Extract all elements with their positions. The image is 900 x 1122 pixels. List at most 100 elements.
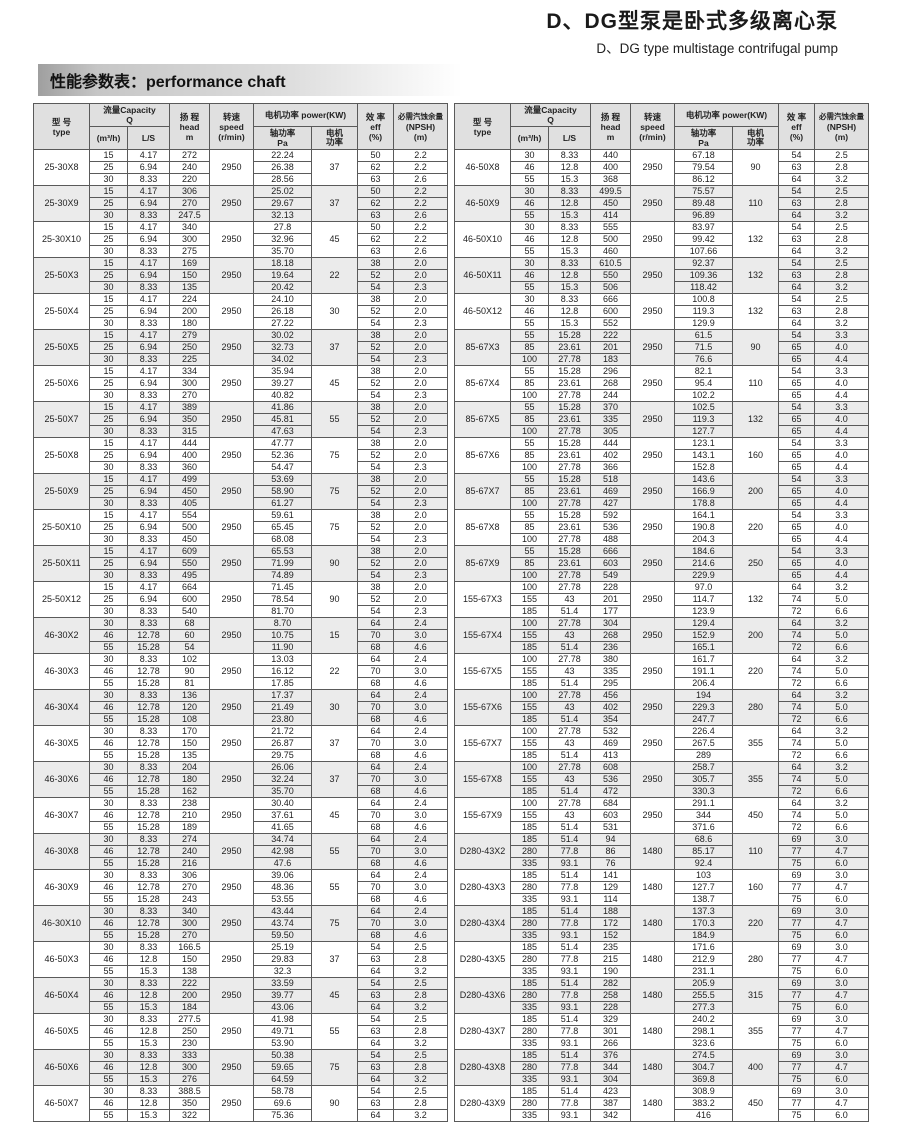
head-cell: 684: [590, 797, 631, 810]
col-header-shaft-power: 轴功率 Pa: [253, 126, 312, 150]
pump-data-row: 30 8.33 405 61.27 54 2.3: [34, 497, 448, 510]
flow-ls-cell: 8.33: [127, 173, 170, 186]
col-header-m3h: (m³/h): [89, 126, 128, 150]
shaft-power-cell: 114.7: [674, 593, 733, 606]
shaft-power-cell: 68.6: [674, 833, 733, 846]
head-cell: 518: [590, 473, 631, 486]
eff-cell: 75: [778, 965, 815, 978]
shaft-power-cell: 164.1: [674, 509, 733, 522]
shaft-power-cell: 214.6: [674, 557, 733, 570]
pump-data-row: 100 27.78 305 127.7 65 4.4: [455, 425, 869, 438]
col-header-speed-unit: (r/min): [218, 131, 245, 142]
flow-m3h-cell: 185: [510, 977, 549, 990]
flow-m3h-cell: 25: [89, 449, 128, 462]
head-cell: 499.5: [590, 185, 631, 198]
pump-data-row: 25 6.94 250 32.73 52 2.0: [34, 341, 448, 354]
shaft-power-cell: 61.5: [674, 329, 733, 342]
flow-m3h-cell: 30: [89, 389, 128, 402]
npsh-cell: 6.0: [814, 1037, 869, 1050]
motor-power-cell: 160: [732, 437, 779, 474]
flow-ls-cell: 8.33: [127, 905, 170, 918]
flow-m3h-cell: 55: [510, 329, 549, 342]
pump-data-row: 46-30X2 30 8.33 68 2950 8.70 15 64 2.4: [33, 617, 448, 654]
pump-data-row: 25 6.94 300 32.96 62 2.2: [34, 233, 448, 246]
flow-m3h-cell: 100: [510, 653, 549, 666]
npsh-cell: 5.0: [814, 809, 869, 822]
flow-ls-cell: 23.61: [548, 521, 591, 534]
flow-ls-cell: 4.17: [127, 185, 170, 198]
model-type-cell: 85-67X6: [454, 437, 511, 474]
npsh-cell: 6.6: [814, 749, 869, 762]
head-cell: 592: [590, 509, 631, 522]
pump-data-row: 55 15.28 270 59.50 68 4.6: [34, 929, 448, 942]
eff-cell: 38: [357, 509, 394, 522]
flow-ls-cell: 93.1: [548, 965, 591, 978]
col-header-npsh-en: (NPSH): [405, 121, 436, 132]
flow-ls-cell: 77.8: [548, 917, 591, 930]
flow-ls-cell: 51.4: [548, 677, 591, 690]
shaft-power-cell: 22.24: [253, 149, 312, 162]
head-cell: 531: [590, 821, 631, 834]
eff-cell: 75: [778, 857, 815, 870]
npsh-cell: 2.8: [393, 953, 448, 966]
shaft-power-cell: 53.69: [253, 473, 312, 486]
flow-m3h-cell: 30: [510, 185, 549, 198]
flow-ls-cell: 15.3: [548, 245, 591, 258]
flow-m3h-cell: 280: [510, 989, 549, 1002]
npsh-cell: 2.2: [393, 197, 448, 210]
model-type-cell: D280-43X6: [454, 977, 511, 1014]
head-cell: 180: [169, 773, 210, 786]
npsh-cell: 4.0: [814, 485, 869, 498]
flow-m3h-cell: 25: [89, 485, 128, 498]
model-type-cell: 85-67X7: [454, 473, 511, 510]
flow-m3h-cell: 155: [510, 593, 549, 606]
eff-cell: 69: [778, 1013, 815, 1026]
head-cell: 141: [590, 869, 631, 882]
head-cell: 152: [590, 929, 631, 942]
motor-power-cell: 450: [732, 1085, 779, 1122]
head-cell: 150: [169, 737, 210, 750]
head-cell: 368: [590, 173, 631, 186]
shaft-power-cell: 330.3: [674, 785, 733, 798]
shaft-power-cell: 137.3: [674, 905, 733, 918]
npsh-cell: 4.7: [814, 881, 869, 894]
flow-m3h-cell: 25: [89, 377, 128, 390]
flow-m3h-cell: 55: [510, 209, 549, 222]
eff-cell: 75: [778, 893, 815, 906]
model-type-cell: 25-50X9: [33, 473, 90, 510]
npsh-cell: 2.0: [393, 269, 448, 282]
head-cell: 603: [590, 557, 631, 570]
eff-cell: 63: [357, 953, 394, 966]
npsh-cell: 4.7: [814, 917, 869, 930]
flow-m3h-cell: 100: [510, 497, 549, 510]
flow-ls-cell: 51.4: [548, 749, 591, 762]
flow-m3h-cell: 185: [510, 941, 549, 954]
eff-cell: 64: [778, 617, 815, 630]
shaft-power-cell: 20.42: [253, 281, 312, 294]
head-cell: 172: [590, 917, 631, 930]
flow-ls-cell: 93.1: [548, 893, 591, 906]
head-cell: 277.5: [169, 1013, 210, 1026]
shaft-power-cell: 47.77: [253, 437, 312, 450]
npsh-cell: 2.0: [393, 401, 448, 414]
npsh-cell: 3.0: [393, 881, 448, 894]
head-cell: 270: [169, 389, 210, 402]
shaft-power-cell: 47.63: [253, 425, 312, 438]
eff-cell: 72: [778, 677, 815, 690]
eff-cell: 52: [357, 557, 394, 570]
flow-ls-cell: 51.4: [548, 1085, 591, 1098]
head-cell: 108: [169, 713, 210, 726]
flow-m3h-cell: 100: [510, 389, 549, 402]
shaft-power-cell: 39.77: [253, 989, 312, 1002]
flow-m3h-cell: 185: [510, 821, 549, 834]
speed-cell: 2950: [630, 401, 675, 438]
head-cell: 666: [590, 293, 631, 306]
flow-m3h-cell: 335: [510, 893, 549, 906]
model-type-cell: 46-30X9: [33, 869, 90, 906]
head-cell: 540: [169, 605, 210, 618]
flow-m3h-cell: 25: [89, 305, 128, 318]
head-cell: 387: [590, 1097, 631, 1110]
eff-cell: 68: [357, 677, 394, 690]
col-header-type-en: type: [52, 126, 71, 137]
flow-m3h-cell: 15: [89, 185, 128, 198]
